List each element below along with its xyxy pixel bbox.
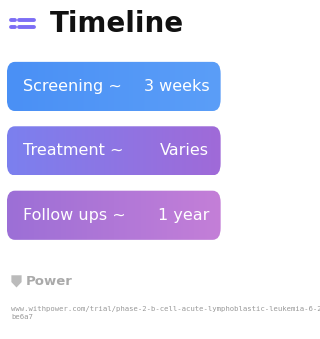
FancyBboxPatch shape xyxy=(7,126,221,176)
Text: Screening ~: Screening ~ xyxy=(23,79,122,94)
Text: 3 weeks: 3 weeks xyxy=(144,79,209,94)
Text: Follow ups ~: Follow ups ~ xyxy=(23,208,125,223)
Text: Power: Power xyxy=(26,275,73,288)
Text: www.withpower.com/trial/phase-2-b-cell-acute-lymphoblastic-leukemia-6-2022-
be6a: www.withpower.com/trial/phase-2-b-cell-a… xyxy=(12,306,320,320)
Polygon shape xyxy=(12,275,22,287)
Text: Treatment ~: Treatment ~ xyxy=(23,143,123,158)
FancyBboxPatch shape xyxy=(7,62,221,111)
FancyBboxPatch shape xyxy=(7,191,221,240)
Text: 1 year: 1 year xyxy=(158,208,209,223)
Text: Varies: Varies xyxy=(160,143,209,158)
Text: Timeline: Timeline xyxy=(50,10,184,38)
